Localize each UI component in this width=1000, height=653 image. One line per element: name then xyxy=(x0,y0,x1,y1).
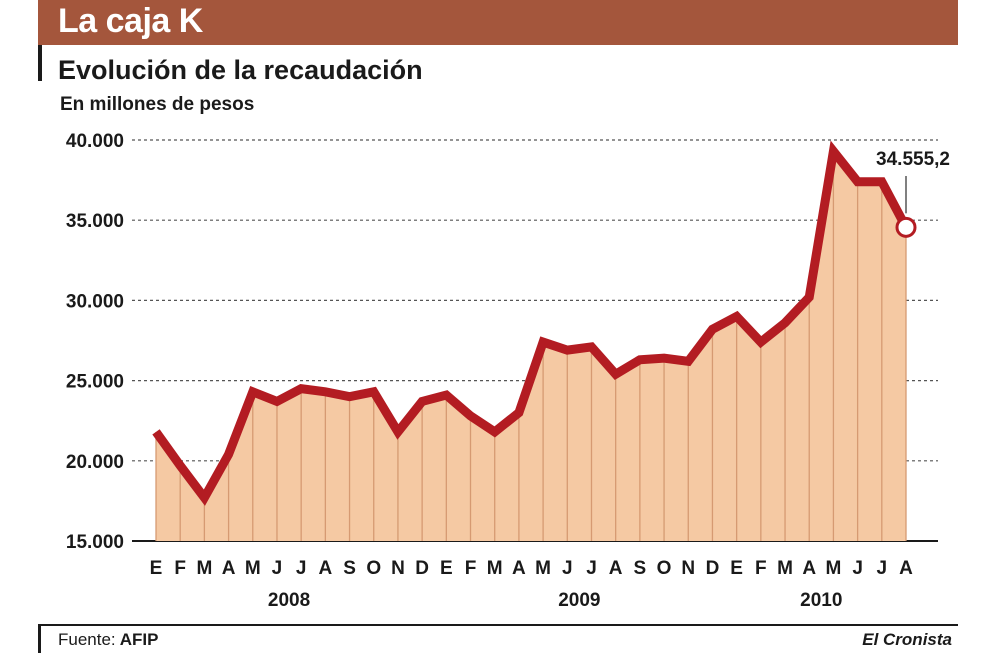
x-tick-label: M xyxy=(487,558,503,579)
x-tick-label: J xyxy=(877,558,888,579)
x-tick-label: M xyxy=(196,558,212,579)
x-tick-label: N xyxy=(681,558,695,579)
y-tick-label: 30.000 xyxy=(66,291,124,312)
source-credit: Fuente: AFIP xyxy=(58,630,158,650)
x-tick-label: E xyxy=(440,558,453,579)
left-rule xyxy=(38,45,42,81)
year-label: 2010 xyxy=(800,590,842,611)
footer-rule xyxy=(38,624,958,626)
year-label: 2008 xyxy=(268,590,310,611)
x-tick-label: A xyxy=(802,558,816,579)
y-tick-label: 25.000 xyxy=(66,372,124,393)
x-tick-label: M xyxy=(826,558,842,579)
x-tick-label: M xyxy=(535,558,551,579)
source-value: AFIP xyxy=(119,630,159,649)
x-tick-label: F xyxy=(174,558,186,579)
x-tick-label: J xyxy=(562,558,573,579)
y-tick-label: 40.000 xyxy=(66,131,124,152)
x-tick-label: M xyxy=(245,558,261,579)
header-bar xyxy=(38,0,958,45)
footer-rule-vertical xyxy=(38,625,41,653)
x-tick-label: J xyxy=(296,558,307,579)
x-tick-label: A xyxy=(222,558,236,579)
series-line xyxy=(152,140,910,506)
x-tick-label: A xyxy=(609,558,623,579)
annotation-layer: 34.555,2 xyxy=(876,149,950,238)
x-tick-label: J xyxy=(272,558,283,579)
year-labels: 2008 2009 2010 xyxy=(268,590,843,611)
x-tick-label: S xyxy=(634,558,647,579)
x-tick-label: O xyxy=(657,558,672,579)
data-label: 34.555,2 xyxy=(876,149,950,170)
x-tick-label: O xyxy=(366,558,381,579)
x-tick-label: F xyxy=(755,558,767,579)
vertical-stripes xyxy=(155,151,907,541)
page-title: La caja K xyxy=(58,2,203,40)
year-label: 2009 xyxy=(558,590,600,611)
x-tick-label: A xyxy=(318,558,332,579)
y-axis-ticks: 15.000 20.000 25.000 30.000 35.000 40.000 xyxy=(66,131,124,553)
y-tick-label: 35.000 xyxy=(66,211,124,232)
x-tick-label: J xyxy=(852,558,863,579)
x-tick-label: E xyxy=(150,558,163,579)
x-tick-label: D xyxy=(706,558,720,579)
area-fill xyxy=(156,151,906,541)
chart-unit-label: En millones de pesos xyxy=(60,94,255,115)
publisher-credit: El Cronista xyxy=(862,630,952,649)
x-tick-label: F xyxy=(465,558,477,579)
x-tick-label: A xyxy=(512,558,526,579)
chart-title: Evolución de la recaudación xyxy=(58,55,423,85)
x-tick-label: J xyxy=(586,558,597,579)
y-tick-label: 20.000 xyxy=(66,452,124,473)
x-tick-label: M xyxy=(777,558,793,579)
series-line-layer xyxy=(152,140,910,506)
x-tick-label: E xyxy=(730,558,743,579)
x-tick-label: A xyxy=(899,558,913,579)
x-tick-label: S xyxy=(343,558,356,579)
x-tick-label: N xyxy=(391,558,405,579)
y-tick-label: 15.000 xyxy=(66,532,124,553)
last-point-marker xyxy=(895,216,917,238)
source-label: Fuente: xyxy=(58,630,116,649)
area-fill-layer xyxy=(156,151,906,541)
x-tick-label: D xyxy=(415,558,429,579)
